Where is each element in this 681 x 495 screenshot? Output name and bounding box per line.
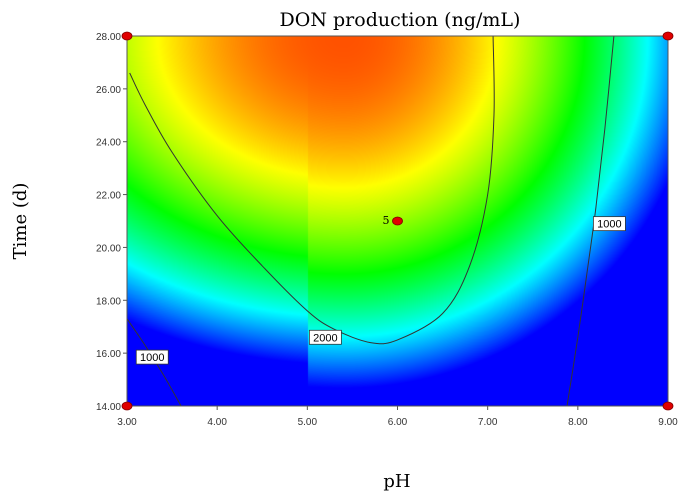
design-point	[121, 401, 133, 411]
contour-label-box	[135, 349, 169, 365]
y-axis-title: Time (d)	[10, 183, 31, 260]
x-tick-label: 5.00	[298, 417, 318, 428]
x-tick-label: 9.00	[658, 417, 678, 428]
contour-label-text: 2000	[313, 332, 337, 344]
contour-line	[129, 36, 495, 345]
y-axis-ticks: 14.00 16.00 18.00 20.00 22.00 24.00 26.00 28.00	[96, 32, 127, 413]
contour-label-box	[308, 329, 342, 345]
design-point	[662, 31, 674, 41]
design-point-label: 5	[383, 214, 390, 227]
contour-label: 1000	[135, 349, 169, 365]
y-tick-label: 14.00	[96, 402, 121, 413]
design-points: 5	[121, 31, 674, 411]
y-tick-label: 24.00	[96, 138, 121, 149]
contour-label: 1000	[592, 216, 626, 232]
contour-label: 2000	[308, 329, 342, 345]
x-axis-title: pH	[383, 471, 410, 492]
x-tick-label: 3.00	[117, 417, 137, 428]
contour-label-box	[592, 216, 626, 232]
design-point	[662, 401, 674, 411]
y-tick-label: 20.00	[96, 243, 121, 254]
x-tick-label: 7.00	[478, 417, 498, 428]
contour-line	[566, 36, 615, 406]
y-tick-label: 16.00	[96, 349, 121, 360]
contour-label-text: 1000	[140, 352, 164, 364]
y-tick-label: 26.00	[96, 85, 121, 96]
y-tick-label: 28.00	[96, 32, 121, 43]
x-tick-label: 4.00	[207, 417, 227, 428]
chart-title: DON production (ng/mL)	[280, 9, 521, 31]
design-point	[392, 216, 403, 226]
contour-label-text: 1000	[597, 219, 621, 231]
y-tick-label: 22.00	[96, 191, 121, 202]
design-point	[121, 31, 133, 41]
x-tick-label: 6.00	[388, 417, 408, 428]
contour-labels: 2000 1000 1000	[135, 216, 626, 365]
x-tick-label: 8.00	[568, 417, 588, 428]
y-tick-label: 18.00	[96, 296, 121, 307]
x-axis-ticks: 3.00 4.00 5.00 6.00 7.00 8.00 9.00	[117, 406, 678, 428]
